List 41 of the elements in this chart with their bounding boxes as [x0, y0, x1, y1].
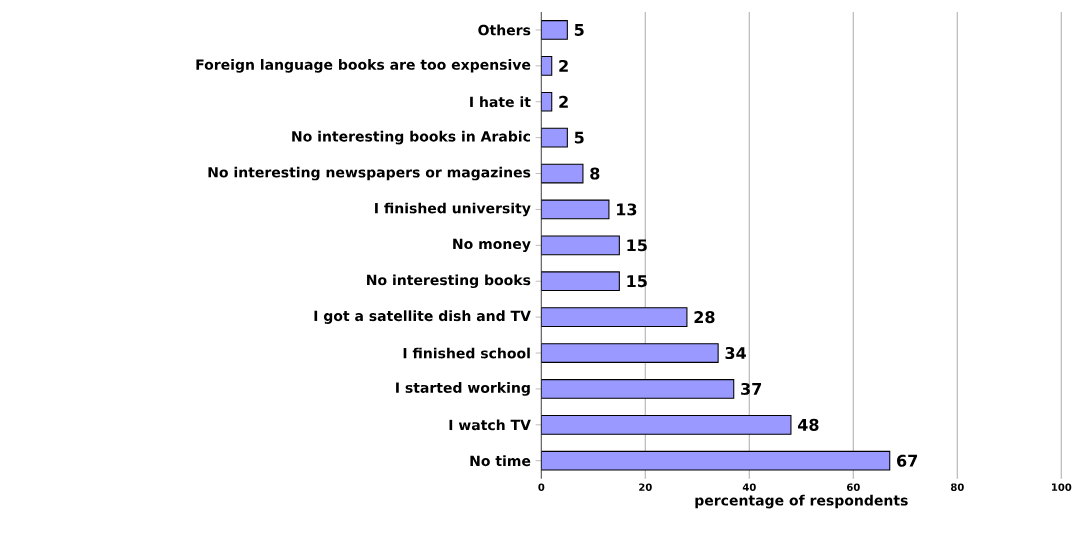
bar	[541, 235, 620, 256]
y-tick-label: No interesting books in Arabic	[292, 130, 530, 145]
bar	[541, 450, 891, 471]
bar	[541, 343, 719, 363]
y-tick-label: No time	[470, 455, 531, 467]
data-label: 5	[574, 131, 584, 144]
data-label: 48	[797, 418, 819, 431]
y-tick-label: I finished university	[375, 202, 531, 217]
y-tick-label: Others	[478, 24, 531, 36]
bar	[541, 20, 568, 40]
data-label: 34	[725, 346, 746, 360]
x-tick-label: 60	[847, 483, 860, 491]
bar	[541, 307, 688, 328]
x-tick-label: 100	[1052, 483, 1072, 491]
data-label: 28	[694, 311, 715, 324]
data-label: 5	[574, 24, 584, 36]
x-axis-title: percentage of respondents	[695, 494, 908, 509]
x-tick-label: 20	[639, 483, 652, 491]
bar	[541, 414, 792, 435]
y-tick-label: No money	[453, 238, 531, 252]
data-label: 8	[590, 167, 600, 180]
bar	[541, 271, 620, 292]
y-tick-label: No interesting newspapers or magazines	[208, 166, 531, 181]
y-tick-label: Foreign language books are too expensive	[196, 59, 531, 73]
y-tick-label: I finished school	[403, 347, 530, 359]
data-label: 2	[559, 95, 568, 108]
y-tick-label: No interesting books	[367, 274, 531, 289]
x-tick-label: 40	[742, 483, 756, 491]
y-tick-label: I got a satellite dish and TV	[314, 310, 531, 324]
data-label: 37	[741, 382, 762, 395]
data-label: 15	[627, 239, 647, 252]
data-label: 67	[897, 454, 918, 467]
data-label: 13	[617, 203, 637, 216]
y-tick-label: I hate it	[470, 96, 531, 108]
x-tick-label: 80	[950, 483, 964, 491]
data-label: 2	[559, 59, 568, 72]
x-tick-label: 0	[538, 483, 545, 491]
y-tick-label: I started working	[396, 382, 530, 396]
data-label: 15	[627, 275, 647, 288]
bar	[541, 379, 735, 399]
y-tick-label: I watch TV	[449, 419, 531, 431]
